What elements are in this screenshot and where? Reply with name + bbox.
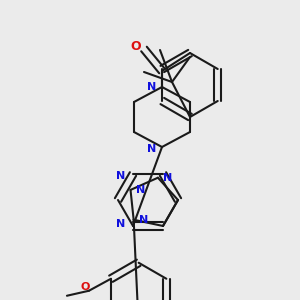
Text: O: O [80,282,90,292]
Text: O: O [131,40,141,53]
Text: N: N [116,219,126,229]
Text: N: N [147,82,157,92]
Text: N: N [163,173,172,183]
Text: N: N [116,171,126,181]
Text: N: N [147,144,157,154]
Text: N: N [139,215,148,225]
Text: N: N [136,185,145,195]
